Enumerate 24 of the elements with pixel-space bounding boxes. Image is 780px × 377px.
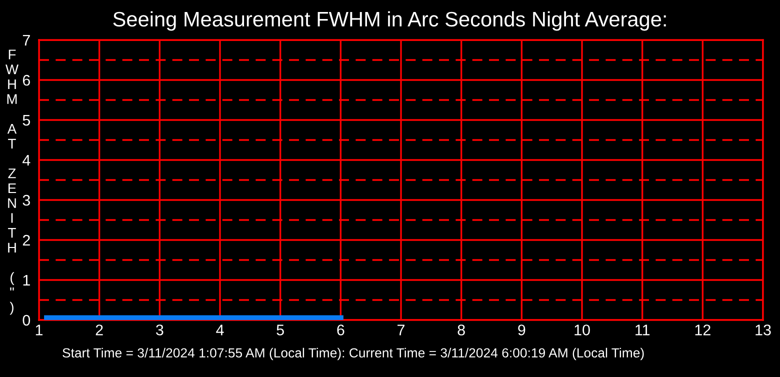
x-tick-label: 2 <box>96 324 103 336</box>
x-tick-label: 6 <box>337 324 344 336</box>
x-tick-label: 5 <box>276 324 284 336</box>
x-tick-label: 12 <box>695 324 710 336</box>
y-tick-label: 0 <box>22 314 30 326</box>
x-tick-label: 7 <box>398 324 404 336</box>
text: FWHM AT ZENITH (") <box>6 50 19 315</box>
y-tick-label: 1 <box>23 275 30 286</box>
x-tick-label: 4 <box>216 324 224 336</box>
y-tick-label: 2 <box>22 234 30 246</box>
x-tick-label: 11 <box>636 324 650 336</box>
x-tick-label: 10 <box>574 324 590 336</box>
y-tick-label: 5 <box>22 115 30 126</box>
chart-title: Seeing Measurement FWHM in Arc Seconds Night Average: <box>113 11 666 31</box>
x-tick-label: 8 <box>458 324 465 336</box>
y-tick-label: 3 <box>22 194 30 206</box>
x-tick-label: 9 <box>518 324 526 336</box>
x-tick-label: 13 <box>756 324 771 336</box>
y-tick-label: 6 <box>22 74 30 86</box>
y-tick-label: 7 <box>22 35 30 46</box>
x-tick-label: 3 <box>156 324 164 336</box>
text: Start Time = 3/11/2024 1:07:55 AM (Local Time): Current Time = 3/11/2024 6:00:19 AM (Local Time) <box>62 348 644 360</box>
x-tick-label: 1 <box>36 324 43 336</box>
y-tick-label: 4 <box>22 155 30 166</box>
